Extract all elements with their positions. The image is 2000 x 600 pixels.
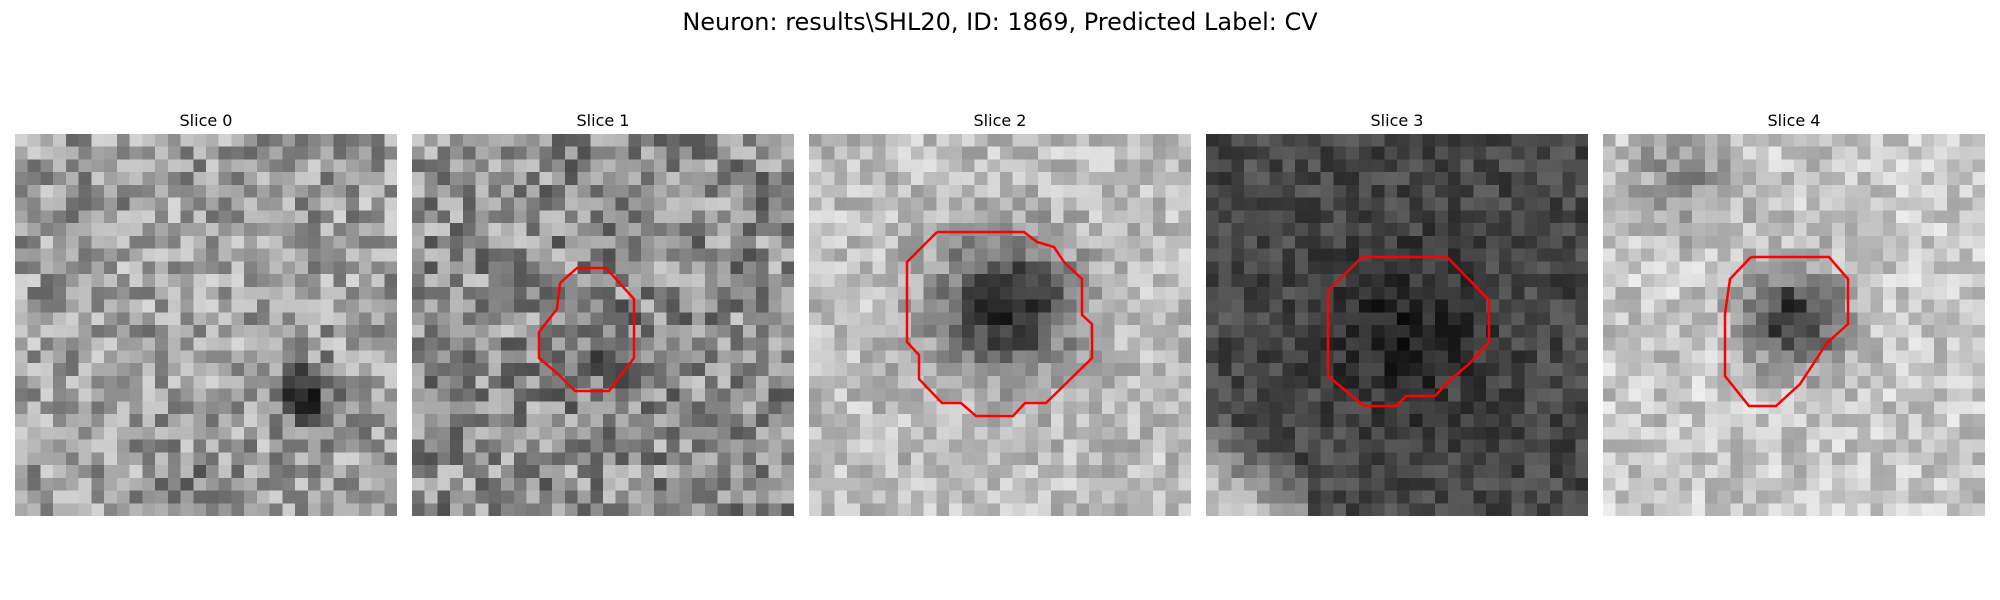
- roi-contour: [1326, 255, 1491, 408]
- figure-title: Neuron: results\SHL20, ID: 1869, Predict…: [682, 8, 1318, 36]
- roi-contour: [537, 266, 636, 393]
- slice-panel-1: Slice 1: [412, 110, 794, 516]
- slice-image: [809, 134, 1191, 516]
- slice-title: Slice 4: [1767, 111, 1821, 130]
- roi-contour: [1723, 255, 1850, 408]
- slice-panel-0: Slice 0: [15, 110, 397, 516]
- slice-panel-4: Slice 4: [1603, 110, 1985, 516]
- slice-title: Slice 0: [179, 111, 233, 130]
- slice-panel-3: Slice 3: [1206, 110, 1588, 516]
- slice-image: [15, 134, 397, 516]
- slice-panel-2: Slice 2: [809, 110, 1191, 516]
- slice-title: Slice 2: [973, 111, 1027, 130]
- slice-title: Slice 3: [1370, 111, 1424, 130]
- slice-image: [1206, 134, 1588, 516]
- slice-image: [412, 134, 794, 516]
- slice-title: Slice 1: [576, 111, 630, 130]
- roi-contour: [905, 230, 1094, 418]
- slice-image: [1603, 134, 1985, 516]
